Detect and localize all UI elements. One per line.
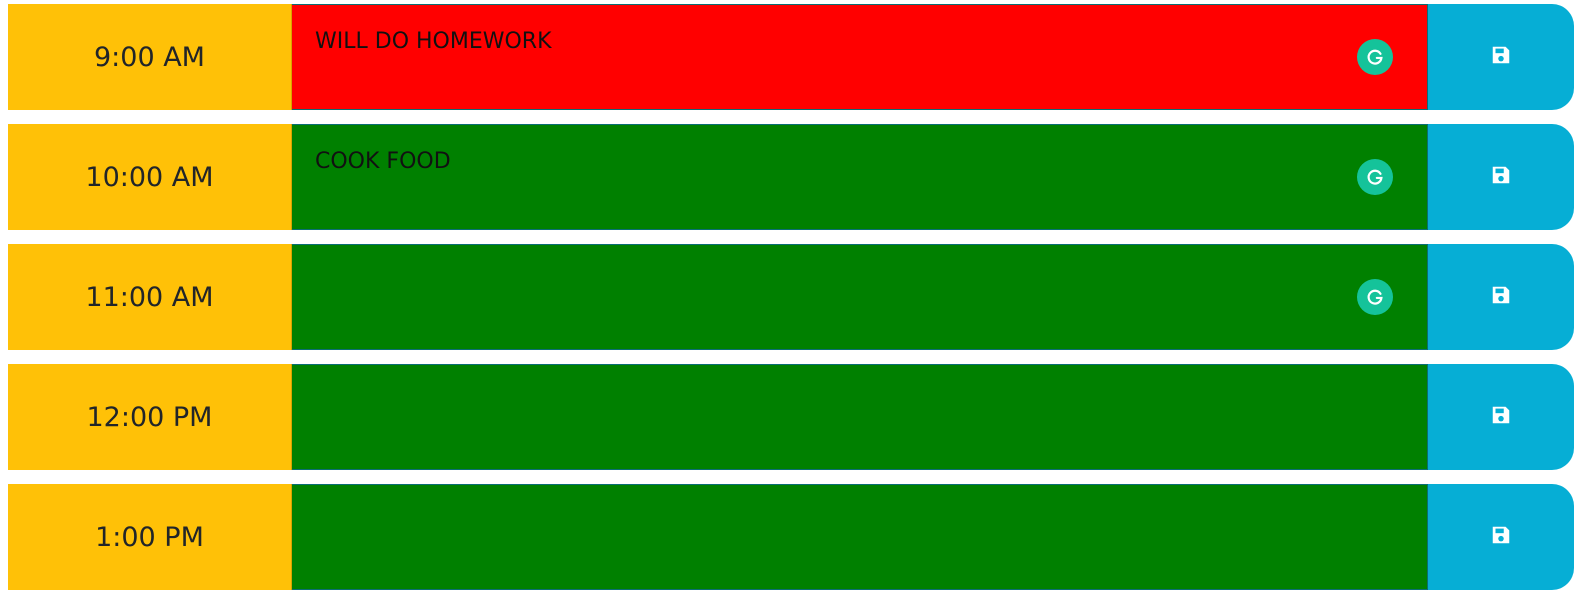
floppy-disk-icon: [1490, 404, 1512, 430]
save-button[interactable]: [1427, 124, 1574, 230]
description-textarea[interactable]: [292, 364, 1427, 470]
save-button[interactable]: [1427, 484, 1574, 590]
floppy-disk-icon: [1490, 524, 1512, 550]
floppy-disk-icon: [1490, 44, 1512, 70]
grammarly-icon[interactable]: [1357, 159, 1393, 195]
description-text: COOK FOOD: [315, 149, 451, 174]
save-button[interactable]: [1427, 364, 1574, 470]
description-textarea[interactable]: COOK FOOD: [292, 124, 1427, 230]
hour-label: 11:00 AM: [8, 244, 292, 350]
time-block: 12:00 PM: [8, 364, 1574, 470]
floppy-disk-icon: [1490, 284, 1512, 310]
save-button[interactable]: [1427, 244, 1574, 350]
save-button[interactable]: [1427, 4, 1574, 110]
description-textarea[interactable]: [292, 484, 1427, 590]
hour-label: 10:00 AM: [8, 124, 292, 230]
time-block: 1:00 PM: [8, 484, 1574, 590]
hour-label: 1:00 PM: [8, 484, 292, 590]
description-textarea[interactable]: [292, 244, 1427, 350]
hour-label: 9:00 AM: [8, 4, 292, 110]
description-text: WILL DO HOMEWORK: [315, 29, 552, 54]
time-block: 11:00 AM: [8, 244, 1574, 350]
time-block: 10:00 AM COOK FOOD: [8, 124, 1574, 230]
description-textarea[interactable]: WILL DO HOMEWORK: [292, 4, 1427, 110]
time-block: 9:00 AM WILL DO HOMEWORK: [8, 4, 1574, 110]
hour-label: 12:00 PM: [8, 364, 292, 470]
grammarly-icon[interactable]: [1357, 39, 1393, 75]
grammarly-icon[interactable]: [1357, 279, 1393, 315]
floppy-disk-icon: [1490, 164, 1512, 190]
